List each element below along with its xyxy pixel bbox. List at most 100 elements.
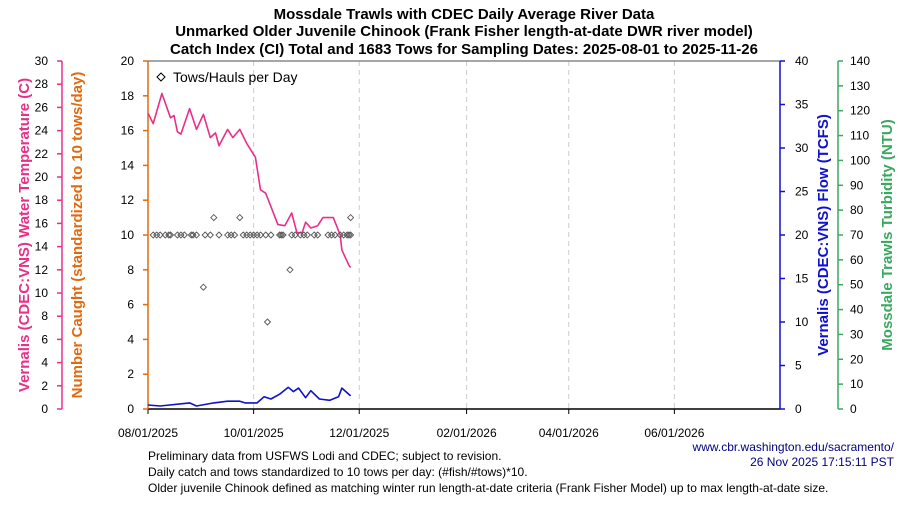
count-tick-label: 2 <box>127 367 134 381</box>
turbidity-tick-label: 130 <box>850 79 870 93</box>
tow-marker <box>303 231 311 239</box>
turbidity-tick-label: 0 <box>850 402 857 416</box>
count-tick-label: 0 <box>127 402 134 416</box>
tow-marker <box>277 231 285 239</box>
temperature-line <box>147 92 352 268</box>
flow-tick-label: 30 <box>795 141 809 155</box>
tow-marker <box>345 231 353 239</box>
temperature-tick-label: 26 <box>35 100 49 114</box>
temperature-tick-label: 10 <box>35 286 49 300</box>
tow-marker <box>267 231 275 239</box>
temperature-tick-label: 16 <box>35 216 49 230</box>
temperature-tick-label: 12 <box>35 263 49 277</box>
flow-tick-label: 20 <box>795 228 809 242</box>
turbidity-tick-label: 60 <box>850 253 864 267</box>
flow-axis-label: Vernalis (CDEC:VNS) Flow (TCFS) <box>815 114 832 356</box>
legend-label: Tows/Hauls per Day <box>173 69 298 85</box>
count-tick-label: 14 <box>121 158 135 172</box>
temperature-tick-label: 0 <box>41 402 48 416</box>
count-tick-label: 18 <box>121 89 135 103</box>
tow-marker <box>201 231 209 239</box>
temperature-tick-label: 8 <box>41 309 48 323</box>
footer-note-3: Older juvenile Chinook defined as matchi… <box>148 481 828 495</box>
turbidity-tick-label: 10 <box>850 377 864 391</box>
count-tick-label: 16 <box>121 124 135 138</box>
count-tick-label: 20 <box>121 54 135 68</box>
temperature-tick-label: 6 <box>41 332 48 346</box>
turbidity-tick-label: 80 <box>850 203 864 217</box>
turbidity-tick-label: 30 <box>850 327 864 341</box>
chart-title-line-1: Mossdale Trawls with CDEC Daily Average … <box>274 6 655 23</box>
turbidity-tick-label: 100 <box>850 153 870 167</box>
temperature-tick-label: 22 <box>35 147 49 161</box>
flow-line <box>147 386 352 407</box>
axes: 08/01/2025 10/01/2025 12/01/2025 02/01/2026… <box>35 54 871 440</box>
footer-note-1: Preliminary data from USFWS Lodi and CDE… <box>148 449 501 463</box>
tow-marker <box>215 231 223 239</box>
temperature-tick-label: 30 <box>35 54 49 68</box>
tow-marker <box>156 231 164 239</box>
tow-marker <box>262 231 270 239</box>
tow-marker <box>230 231 239 239</box>
turbidity-tick-label: 40 <box>850 303 864 317</box>
turbidity-tick-label: 20 <box>850 352 864 366</box>
footer-note-2: Daily catch and tows standardized to 10 … <box>148 465 528 479</box>
tow-marker <box>210 213 218 222</box>
tow-marker <box>346 213 355 222</box>
temperature-tick-label: 28 <box>35 77 49 91</box>
count-tick-label: 6 <box>127 298 134 312</box>
temperature-axis-label: Vernalis (CDEC:VNS) Water Temperature (C… <box>16 78 33 392</box>
flow-tick-label: 0 <box>795 402 802 416</box>
count-tick-label: 10 <box>121 228 135 242</box>
x-tick-label: 02/01/2026 <box>437 426 497 440</box>
x-tick-label: 04/01/2026 <box>539 426 599 440</box>
turbidity-tick-label: 140 <box>850 54 870 68</box>
temperature-tick-label: 18 <box>35 193 49 207</box>
tow-marker <box>256 231 265 239</box>
flow-tick-label: 35 <box>795 98 809 112</box>
count-tick-label: 8 <box>127 263 134 277</box>
flow-tick-label: 40 <box>795 54 809 68</box>
tow-marker <box>180 231 188 239</box>
turbidity-tick-label: 90 <box>850 178 864 192</box>
tow-marker <box>279 231 287 239</box>
tow-marker <box>286 266 294 274</box>
turbidity-tick-label: 120 <box>850 104 870 118</box>
temperature-tick-label: 24 <box>35 124 49 138</box>
flow-tick-label: 10 <box>795 315 809 329</box>
tow-marker <box>199 283 208 291</box>
turbidity-axis-label: Mossdale Trawls Turbidity (NTU) <box>879 119 896 350</box>
count-tick-label: 12 <box>121 193 135 207</box>
chart-title-line-2: Unmarked Older Juvenile Chinook (Frank F… <box>175 23 753 40</box>
legend: Tows/Hauls per Day <box>156 69 298 85</box>
turbidity-tick-label: 110 <box>850 129 869 143</box>
chart-title-line-3: Catch Index (CI) Total and 1683 Tows for… <box>170 41 758 58</box>
tow-marker <box>165 231 173 239</box>
tow-marker <box>206 231 214 239</box>
tow-marker <box>346 231 355 239</box>
flow-tick-label: 5 <box>795 359 802 373</box>
tow-marker <box>291 231 299 239</box>
temperature-tick-label: 20 <box>35 170 49 184</box>
tow-marker <box>236 213 244 222</box>
x-tick-label: 12/01/2025 <box>329 426 389 440</box>
temperature-tick-label: 4 <box>41 356 48 370</box>
tow-marker <box>331 231 339 239</box>
temperature-tick-label: 14 <box>35 240 49 254</box>
temperature-tick-label: 2 <box>41 379 48 393</box>
series <box>147 92 355 407</box>
x-tick-label: 08/01/2025 <box>118 426 178 440</box>
count-axis-label: Number Caught (standardized to 10 tows/d… <box>69 72 86 399</box>
source-url: www.cbr.washington.edu/sacramento/ <box>692 440 895 454</box>
tow-marker <box>192 231 201 239</box>
flow-tick-label: 25 <box>795 185 809 199</box>
timestamp: 26 Nov 2025 17:15:11 PST <box>750 455 895 469</box>
x-tick-label: 10/01/2025 <box>224 426 284 440</box>
tow-marker <box>187 231 195 239</box>
turbidity-tick-label: 50 <box>850 278 864 292</box>
legend-diamond-marker <box>156 72 166 82</box>
count-tick-label: 4 <box>127 332 134 346</box>
x-tick-label: 06/01/2026 <box>644 426 704 440</box>
turbidity-tick-label: 70 <box>850 228 864 242</box>
